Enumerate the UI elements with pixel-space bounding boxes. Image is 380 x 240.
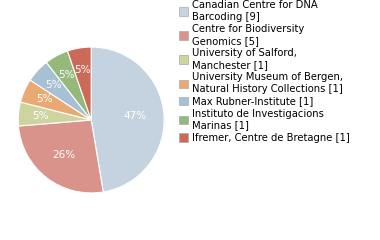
Legend: Canadian Centre for DNA
Barcoding [9], Centre for Biodiversity
Genomics [5], Uni: Canadian Centre for DNA Barcoding [9], C…: [179, 0, 349, 143]
Text: 5%: 5%: [45, 80, 62, 90]
Text: 5%: 5%: [59, 70, 75, 80]
Text: 5%: 5%: [32, 111, 49, 121]
Wedge shape: [21, 80, 91, 120]
Wedge shape: [30, 62, 91, 120]
Wedge shape: [91, 47, 164, 192]
Text: 5%: 5%: [36, 95, 53, 104]
Wedge shape: [19, 120, 103, 193]
Text: 47%: 47%: [123, 111, 146, 121]
Wedge shape: [18, 102, 91, 126]
Text: 5%: 5%: [74, 65, 91, 75]
Wedge shape: [46, 51, 91, 120]
Wedge shape: [68, 47, 91, 120]
Text: 26%: 26%: [53, 150, 76, 160]
